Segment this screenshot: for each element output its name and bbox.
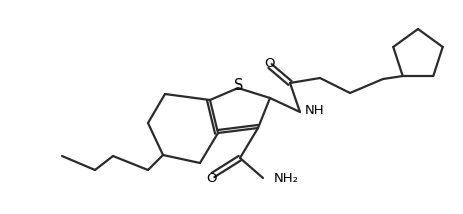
Text: NH: NH (304, 104, 324, 117)
Text: O: O (206, 171, 217, 184)
Text: S: S (234, 79, 243, 94)
Text: O: O (264, 56, 275, 70)
Text: NH₂: NH₂ (274, 172, 298, 186)
